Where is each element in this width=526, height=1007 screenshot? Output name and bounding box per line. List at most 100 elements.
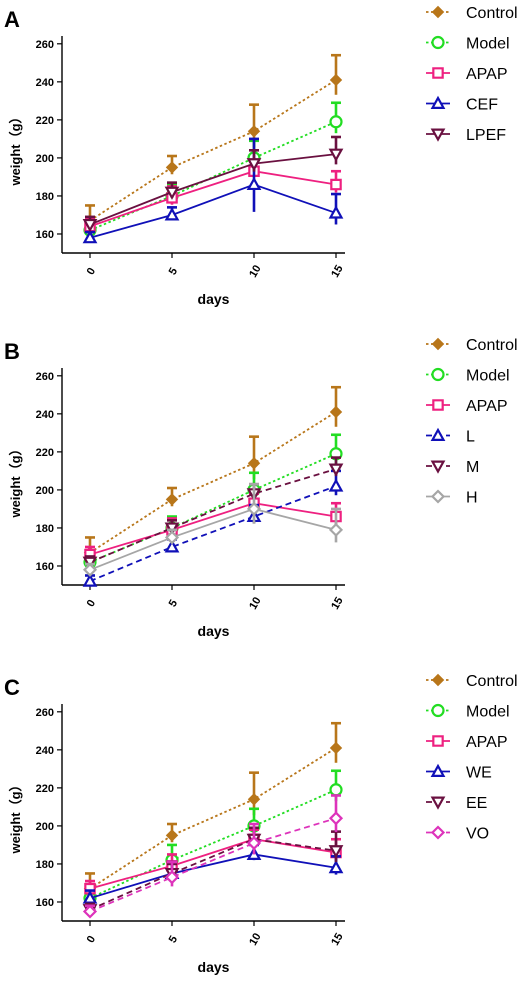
legend-label: Model <box>466 704 510 721</box>
y-tick-label: 260 <box>36 707 54 719</box>
data-point <box>164 870 180 885</box>
data-point <box>329 783 343 797</box>
legend-label: LPEF <box>466 127 506 144</box>
data-point <box>328 463 344 477</box>
x-tick-label: 15 <box>329 263 346 280</box>
x-tick-label: 10 <box>247 263 264 280</box>
legend-item-apap: APAP <box>426 398 508 415</box>
legend-marker <box>431 703 445 718</box>
series-h <box>82 482 344 577</box>
data-point <box>247 457 261 470</box>
legend-label: Model <box>466 36 510 53</box>
y-tick-label: 240 <box>36 745 54 757</box>
legend-item-control: Control <box>426 337 518 354</box>
legend-marker <box>430 825 446 840</box>
y-tick-label: 220 <box>36 115 54 127</box>
legend-item-model: Model <box>426 36 510 53</box>
legend-label: WE <box>466 765 492 782</box>
series-line <box>89 485 337 583</box>
data-point <box>328 148 344 162</box>
legend-marker <box>430 796 446 810</box>
data-point <box>164 539 180 553</box>
y-tick-label: 240 <box>36 409 54 421</box>
legend-item-model: Model <box>426 368 510 385</box>
series-line <box>89 838 337 911</box>
legend-marker <box>431 367 445 382</box>
series-l <box>82 469 344 587</box>
series-model <box>83 769 343 905</box>
series-we <box>82 843 344 904</box>
legend-item-cef: CEF <box>426 95 498 114</box>
legend-label: Control <box>466 337 518 354</box>
series-line <box>89 502 337 556</box>
data-point <box>329 405 343 419</box>
x-axis-label: days <box>198 959 230 975</box>
series-vo <box>82 794 344 919</box>
series-line <box>89 817 337 913</box>
y-tick-label: 220 <box>36 447 54 459</box>
data-point <box>328 859 344 874</box>
series-line <box>89 853 337 900</box>
y-tick-label: 200 <box>36 485 54 497</box>
series-control <box>83 53 343 230</box>
series-control <box>83 385 343 562</box>
legend-item-control: Control <box>426 5 518 22</box>
series-line <box>89 838 337 890</box>
y-axis-label: weight（g） <box>8 110 23 186</box>
x-tick-label: 5 <box>167 266 180 277</box>
legend-item-l: L <box>426 427 475 446</box>
data-point <box>246 835 262 851</box>
legend-label: Model <box>466 368 510 385</box>
data-point <box>82 230 98 244</box>
series-lpef <box>82 135 344 233</box>
panel-b: B 160 180 200 220 240 260 0 5 10 15 days weight（g） Co… <box>4 337 518 639</box>
data-point <box>82 573 98 587</box>
y-tick-label: 260 <box>36 371 54 383</box>
data-point <box>328 205 344 219</box>
data-point <box>328 522 344 537</box>
legend-marker <box>430 128 446 142</box>
panel-letter: C <box>4 675 20 700</box>
data-point <box>329 73 343 87</box>
y-tick-label: 240 <box>36 77 54 89</box>
series-line <box>89 170 337 228</box>
data-point <box>329 741 343 755</box>
y-tick-label: 160 <box>36 897 54 909</box>
legend-item-m: M <box>426 459 479 476</box>
x-tick-label: 5 <box>167 934 180 945</box>
legend-item-apap: APAP <box>426 66 508 83</box>
legend-marker <box>430 489 446 504</box>
legend-label: APAP <box>466 66 508 83</box>
x-tick-label: 0 <box>85 598 98 609</box>
series-cef <box>82 137 344 244</box>
legend-label: APAP <box>466 398 508 415</box>
y-tick-label: 260 <box>36 39 54 51</box>
panel-letter: A <box>4 7 20 32</box>
legend-item-we: WE <box>426 763 492 782</box>
data-point <box>164 186 180 200</box>
legend-label: VO <box>466 826 489 843</box>
legend-marker <box>432 67 444 79</box>
data-point <box>82 562 98 577</box>
series-line <box>89 788 337 899</box>
legend-label: H <box>466 490 478 507</box>
series-apap <box>84 160 342 233</box>
legend-marker <box>430 95 446 109</box>
series-line <box>89 79 337 222</box>
x-tick-label: 10 <box>247 931 264 948</box>
x-axis-label: days <box>198 291 230 307</box>
y-tick-label: 180 <box>36 191 54 203</box>
series-line <box>89 747 337 890</box>
series-ee <box>82 826 344 918</box>
x-axis-label: days <box>198 623 230 639</box>
data-point <box>165 161 179 174</box>
data-point <box>328 811 344 826</box>
y-tick-label: 200 <box>36 821 54 833</box>
data-point <box>82 904 98 919</box>
legend-label: APAP <box>466 734 508 751</box>
y-tick-label: 220 <box>36 783 54 795</box>
series-model <box>83 433 343 569</box>
y-tick-label: 160 <box>36 229 54 241</box>
legend-item-lpef: LPEF <box>426 127 506 144</box>
legend-item-model: Model <box>426 704 510 721</box>
